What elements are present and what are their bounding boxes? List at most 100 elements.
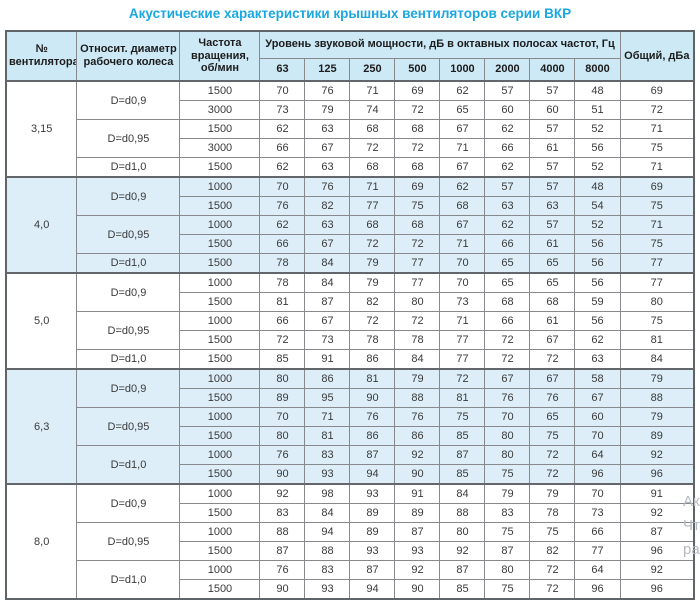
spl-value-cell-2000: 75	[484, 579, 531, 600]
spl-value-cell-2000: 62	[484, 119, 531, 139]
spl-value-cell-2000: 83	[484, 503, 531, 523]
spl-value-cell-4000: 72	[529, 464, 576, 485]
table-row: 4,0 D=d0,9 1000 70 76 71 69 62 57 57 48 69	[5, 176, 695, 274]
spl-value-cell-63: 66	[259, 311, 306, 331]
spl-value-cell-500: 92	[394, 560, 441, 580]
spl-value-cell-125: 93	[304, 464, 351, 485]
spl-value-cell-2000: 68	[484, 292, 531, 312]
spl-value-cell-250: 87	[349, 445, 396, 465]
spl-value-cell-250: 86	[349, 426, 396, 446]
diameter-cell: D=d1,0	[76, 157, 181, 178]
spl-value-cell-8000: 52	[574, 215, 621, 235]
spl-value-cell-4000: 78	[529, 503, 576, 523]
spl-value-cell-2000: 66	[484, 234, 531, 254]
table-row: 1500 89 95 90 88 81 76 76 67 88	[6, 388, 695, 408]
spl-value-cell-500: 68	[394, 215, 441, 235]
spl-value-cell-8000: 58	[574, 368, 621, 389]
total-dba-cell: 92	[619, 445, 695, 465]
table-body: 3,15 D=d0,9 1500 70 76 71 69 62 57 57 48 69 3000 73 79…	[5, 80, 695, 600]
spl-value-cell-500: 87	[394, 522, 441, 542]
spl-value-cell-125: 79	[304, 100, 351, 120]
spl-value-cell-1000: 84	[439, 483, 486, 504]
table-row: 3000 66 67 72 72 71 66 61 56 75	[6, 138, 695, 158]
spl-value-cell-1000: 88	[439, 503, 486, 523]
spl-value-cell-2000: 62	[484, 215, 531, 235]
spl-value-cell-4000: 75	[529, 426, 576, 446]
spl-value-cell-63: 76	[259, 445, 306, 465]
spl-value-cell-125: 84	[304, 503, 351, 523]
spl-value-cell-500: 89	[394, 503, 441, 523]
total-dba-cell: 92	[619, 503, 695, 523]
spl-value-cell-63: 81	[259, 292, 306, 312]
spl-value-cell-250: 82	[349, 292, 396, 312]
table-row: 1500 87 88 93 93 92 87 82 77 96	[6, 541, 695, 561]
spl-value-cell-1000: 87	[439, 445, 486, 465]
table-row: D=d0,95 1000 70 71 76 76 75 70 65 60 79	[6, 407, 695, 446]
speed-cell: 1500	[179, 579, 261, 600]
spl-value-cell-63: 70	[259, 176, 306, 197]
total-dba-cell: 69	[619, 176, 695, 197]
spl-value-cell-1000: 70	[439, 253, 486, 274]
spl-value-cell-2000: 66	[484, 138, 531, 158]
spl-value-cell-2000: 70	[484, 407, 531, 427]
speed-cell: 1500	[179, 196, 261, 216]
spl-value-cell-63: 87	[259, 541, 306, 561]
diameter-cell: D=d0,95	[76, 311, 181, 350]
spl-value-cell-8000: 56	[574, 253, 621, 274]
table-row: 5,0 D=d0,9 1000 78 84 79 77 70 65 65 56 77	[5, 272, 695, 370]
spl-value-cell-8000: 63	[574, 349, 621, 370]
spl-value-cell-250: 78	[349, 330, 396, 350]
spl-value-cell-1000: 67	[439, 215, 486, 235]
spl-value-cell-125: 88	[304, 541, 351, 561]
spl-value-cell-250: 72	[349, 138, 396, 158]
spl-value-cell-125: 84	[304, 272, 351, 293]
spl-value-cell-500: 84	[394, 349, 441, 370]
spl-value-cell-250: 68	[349, 215, 396, 235]
spl-value-cell-4000: 72	[529, 579, 576, 600]
spl-value-cell-125: 76	[304, 80, 351, 101]
spl-value-cell-500: 72	[394, 100, 441, 120]
diameter-cell: D=d0,9	[76, 368, 181, 408]
header-sound-power-level: Уровень звуковой мощности, дБ в октавных…	[259, 30, 621, 59]
header-frequency-125: 125	[304, 57, 351, 82]
total-dba-cell: 81	[619, 330, 695, 350]
spl-value-cell-250: 68	[349, 157, 396, 178]
spl-value-cell-250: 74	[349, 100, 396, 120]
total-dba-cell: 87	[619, 522, 695, 542]
spl-value-cell-1000: 70	[439, 272, 486, 293]
speed-cell: 1500	[179, 349, 261, 370]
spl-value-cell-2000: 75	[484, 464, 531, 485]
spl-value-cell-250: 79	[349, 272, 396, 293]
table-row: D=d0,95 1000 62 63 68 68 67 62 57 52 71	[6, 215, 695, 254]
spl-value-cell-1000: 77	[439, 349, 486, 370]
speed-cell: 1000	[179, 272, 261, 293]
spl-value-cell-4000: 63	[529, 196, 576, 216]
spl-value-cell-2000: 87	[484, 541, 531, 561]
spl-value-cell-500: 69	[394, 176, 441, 197]
spl-value-cell-500: 72	[394, 311, 441, 331]
spl-value-cell-250: 89	[349, 522, 396, 542]
spl-value-cell-125: 86	[304, 368, 351, 389]
table-row: D=d1,0 1000 76 83 87 92 87 80 72 64 92	[6, 560, 695, 600]
spl-value-cell-1000: 62	[439, 176, 486, 197]
spl-value-cell-1000: 80	[439, 522, 486, 542]
diameter-cell: D=d0,95	[76, 407, 181, 446]
spl-value-cell-2000: 57	[484, 176, 531, 197]
spl-value-cell-4000: 72	[529, 560, 576, 580]
header-frequency-63: 63	[259, 57, 306, 82]
spl-value-cell-500: 77	[394, 253, 441, 274]
spl-value-cell-4000: 60	[529, 100, 576, 120]
spl-value-cell-250: 72	[349, 311, 396, 331]
spl-value-cell-1000: 73	[439, 292, 486, 312]
spl-value-cell-125: 71	[304, 407, 351, 427]
fan-number-cell: 6,3	[5, 368, 78, 485]
header-frequency-4000: 4000	[529, 57, 576, 82]
spl-value-cell-1000: 68	[439, 196, 486, 216]
spl-value-cell-4000: 61	[529, 234, 576, 254]
speed-cell: 1500	[179, 330, 261, 350]
table-header: № вентилятора Относит. диаметр рабочего …	[5, 30, 695, 82]
acoustic-characteristics-table: № вентилятора Относит. диаметр рабочего …	[4, 30, 696, 600]
spl-value-cell-250: 81	[349, 368, 396, 389]
table-row: D=d1,0 1000 76 83 87 92 87 80 72 64 92	[6, 445, 695, 485]
speed-cell: 1500	[179, 234, 261, 254]
